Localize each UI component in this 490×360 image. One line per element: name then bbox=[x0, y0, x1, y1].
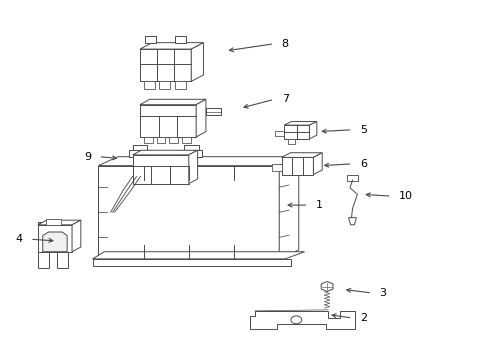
Polygon shape bbox=[140, 42, 203, 49]
Text: 7: 7 bbox=[282, 94, 289, 104]
Bar bbox=[57, 252, 68, 268]
Bar bbox=[46, 220, 61, 225]
Polygon shape bbox=[93, 252, 305, 259]
Polygon shape bbox=[98, 157, 299, 166]
Text: 3: 3 bbox=[379, 288, 387, 298]
Bar bbox=[129, 150, 151, 157]
Polygon shape bbox=[310, 122, 317, 139]
Bar bbox=[275, 131, 284, 136]
Bar bbox=[133, 145, 147, 150]
Text: 8: 8 bbox=[282, 39, 289, 49]
Bar bbox=[182, 137, 191, 143]
Bar bbox=[272, 164, 282, 171]
Bar bbox=[98, 166, 279, 259]
Bar bbox=[144, 137, 153, 143]
Bar bbox=[175, 81, 186, 89]
Bar bbox=[282, 157, 314, 175]
Text: 10: 10 bbox=[399, 191, 413, 201]
Polygon shape bbox=[133, 150, 197, 155]
Bar bbox=[346, 175, 358, 181]
Bar bbox=[140, 105, 196, 137]
Text: 1: 1 bbox=[316, 200, 323, 210]
Polygon shape bbox=[250, 311, 355, 329]
Polygon shape bbox=[348, 218, 356, 225]
Polygon shape bbox=[279, 157, 299, 259]
Polygon shape bbox=[314, 153, 322, 175]
Polygon shape bbox=[72, 220, 81, 252]
Bar bbox=[145, 36, 156, 42]
Bar bbox=[169, 137, 178, 143]
Text: 5: 5 bbox=[360, 125, 367, 135]
Bar bbox=[38, 252, 49, 268]
Polygon shape bbox=[43, 232, 67, 252]
Text: 2: 2 bbox=[360, 313, 367, 323]
Polygon shape bbox=[196, 99, 206, 137]
Polygon shape bbox=[140, 99, 206, 105]
Bar bbox=[133, 155, 189, 184]
Circle shape bbox=[291, 316, 302, 324]
Bar bbox=[184, 145, 198, 150]
Bar bbox=[159, 81, 170, 89]
Polygon shape bbox=[38, 220, 81, 225]
Polygon shape bbox=[321, 282, 333, 292]
Bar bbox=[140, 49, 191, 81]
Bar bbox=[38, 225, 72, 252]
Text: 9: 9 bbox=[84, 152, 91, 162]
Bar bbox=[93, 259, 291, 266]
Polygon shape bbox=[282, 153, 322, 157]
Bar bbox=[175, 36, 186, 42]
Bar bbox=[206, 108, 220, 116]
Bar bbox=[284, 125, 310, 139]
Bar bbox=[144, 81, 155, 89]
Bar bbox=[157, 137, 165, 143]
Polygon shape bbox=[38, 222, 69, 232]
Text: 6: 6 bbox=[360, 159, 367, 169]
Text: 4: 4 bbox=[16, 234, 23, 244]
Bar bbox=[180, 150, 202, 157]
Bar bbox=[288, 139, 295, 144]
Polygon shape bbox=[284, 122, 317, 125]
Polygon shape bbox=[189, 150, 197, 184]
Polygon shape bbox=[191, 42, 203, 81]
